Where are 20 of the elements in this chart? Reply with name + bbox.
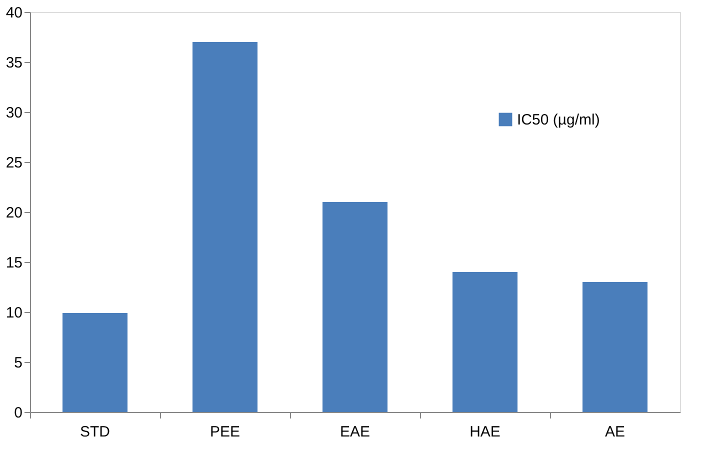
y-tick-label: 5 (14, 354, 22, 372)
x-tick-label: STD (80, 424, 110, 440)
y-tick-label: 15 (6, 254, 22, 272)
bar (452, 272, 518, 412)
legend-label: IC50 (µg/ml) (517, 112, 600, 128)
x-tick-label: PEE (210, 424, 240, 440)
bar (582, 282, 648, 412)
y-tick-label: 35 (6, 54, 22, 72)
y-tick-label: 30 (6, 104, 22, 122)
y-tick-label: 25 (6, 154, 22, 172)
y-tick-label: 40 (6, 4, 22, 22)
y-tick-label: 20 (6, 204, 22, 222)
x-tick-label: EAE (340, 424, 370, 440)
bar (62, 313, 128, 412)
x-tick-label: HAE (470, 424, 500, 440)
bar (322, 202, 388, 412)
x-tick-label: AE (604, 424, 626, 440)
bar (192, 42, 258, 412)
y-tick-label: 0 (14, 404, 22, 422)
y-tick-label: 10 (6, 304, 22, 322)
